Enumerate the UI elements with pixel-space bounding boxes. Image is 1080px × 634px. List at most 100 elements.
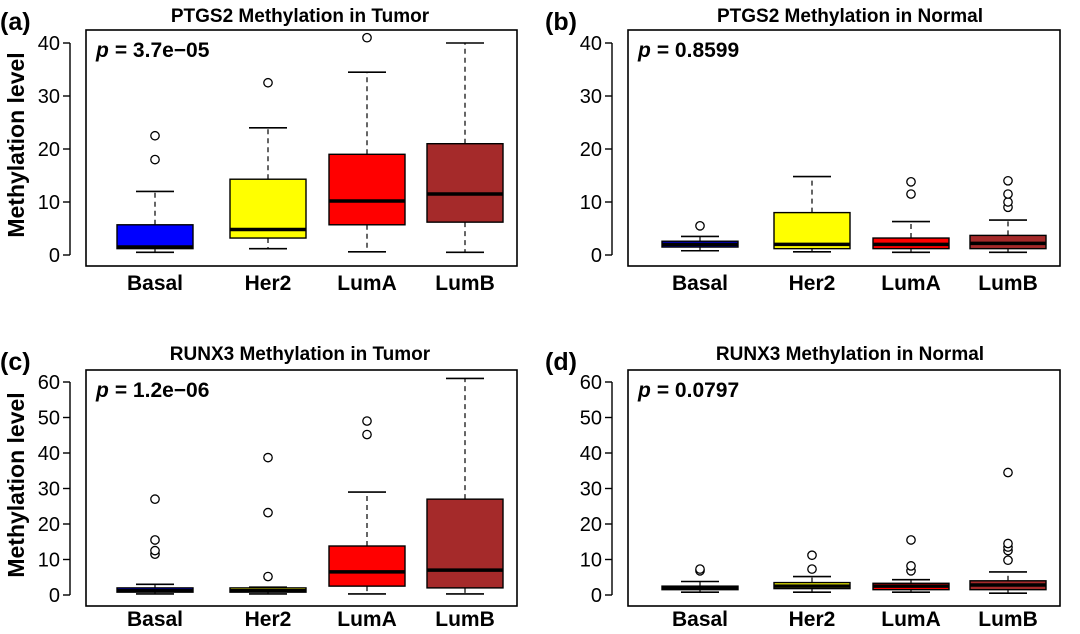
x-category-label: LumA	[881, 272, 941, 295]
x-category-label: Her2	[245, 608, 292, 631]
x-category-label: Her2	[789, 272, 836, 295]
plot-frame	[85, 29, 518, 267]
x-category-label: Basal	[127, 272, 183, 295]
outlier-point	[150, 154, 160, 165]
outlier-point	[1003, 197, 1013, 207]
outlier-point	[906, 189, 916, 199]
panel-label: (a)	[0, 8, 31, 36]
outlier-point	[695, 221, 705, 231]
outlier-point	[362, 416, 372, 426]
box-luma	[328, 416, 406, 595]
box-basal	[116, 494, 194, 595]
p-value: = 0.8599	[657, 39, 739, 62]
outlier-point	[263, 452, 273, 463]
box-her2	[229, 452, 307, 595]
chart-title: RUNX3 Methylation in Tumor	[170, 344, 431, 365]
outlier-point	[906, 535, 916, 545]
y-tick-label: 20	[38, 139, 60, 161]
panel-label: (d)	[545, 348, 577, 376]
x-category-label: Basal	[127, 608, 183, 631]
box-body	[328, 545, 406, 587]
y-tick-label: 30	[38, 479, 60, 501]
outlier-point	[263, 571, 273, 582]
y-tick-label: 60	[580, 372, 602, 394]
outlier-point	[1003, 555, 1013, 566]
y-tick-label: 40	[38, 33, 60, 55]
x-category-label: Basal	[672, 272, 728, 295]
x-category-label: LumA	[337, 272, 397, 295]
y-tick-label: 30	[38, 86, 60, 108]
box-body	[426, 498, 504, 589]
p-value-annotation: p = 1.2e−06	[95, 379, 209, 402]
x-category-label: LumB	[435, 608, 495, 631]
y-tick-label: 20	[38, 514, 60, 536]
y-tick-label: 20	[580, 139, 602, 161]
y-tick-label: 50	[38, 408, 60, 430]
panel-c: (c) RUNX3 Methylation in Tumor 0 10 20 30 40 50…	[0, 344, 518, 631]
plot-frame	[627, 29, 1061, 267]
p-symbol: p	[637, 379, 651, 402]
box-lumb	[969, 175, 1047, 254]
box-luma	[872, 177, 950, 254]
box-body	[116, 224, 194, 250]
box-her2	[773, 550, 851, 593]
y-tick-label: 30	[580, 479, 602, 501]
y-tick-label: 40	[38, 443, 60, 465]
y-tick-label: 0	[591, 245, 602, 267]
panel-a: (a) PTGS2 Methylation in Tumor 0 10 20 30 40 Me…	[0, 6, 518, 295]
panel-b: (b) PTGS2 Methylation in Normal 0 10 20 30 40 p…	[545, 6, 1061, 295]
outlier-point	[150, 535, 160, 545]
y-tick-label: 40	[580, 443, 602, 465]
y-axis-label: Methylation level	[3, 52, 29, 237]
outlier-point	[150, 545, 160, 556]
x-category-label: Her2	[245, 272, 292, 295]
chart-title: RUNX3 Methylation in Normal	[716, 344, 984, 365]
p-value: = 0.0797	[657, 379, 739, 402]
y-axis-label: Methylation level	[3, 392, 29, 577]
plot-frame	[627, 369, 1061, 607]
chart-title: PTGS2 Methylation in Tumor	[171, 6, 430, 27]
outlier-point	[695, 564, 705, 574]
outlier-point	[263, 77, 273, 88]
p-symbol: p	[95, 39, 109, 62]
x-category-label: Basal	[672, 608, 728, 631]
box-luma	[872, 535, 950, 593]
outlier-point	[1003, 189, 1013, 199]
p-value-annotation: p = 3.7e−05	[95, 39, 210, 62]
box-basal	[116, 130, 194, 254]
y-tick-label: 50	[580, 408, 602, 430]
box-basal	[661, 221, 739, 252]
x-category-label: LumB	[435, 272, 495, 295]
outlier-point	[906, 177, 916, 187]
p-value-annotation: p = 0.8599	[637, 39, 739, 62]
panel-d: (d) RUNX3 Methylation in Normal 0 10 20 30 40 5…	[545, 344, 1061, 631]
y-tick-label: 30	[580, 86, 602, 108]
panel-label: (c)	[0, 348, 31, 376]
x-category-label: LumB	[978, 608, 1038, 631]
p-symbol: p	[637, 39, 651, 62]
y-tick-label: 0	[591, 585, 602, 607]
y-tick-label: 20	[580, 514, 602, 536]
outlier-point	[150, 130, 160, 141]
box-her2	[773, 175, 851, 253]
box-luma	[328, 32, 406, 253]
box-body	[426, 142, 504, 223]
x-category-label: LumA	[337, 608, 397, 631]
y-tick-label: 0	[49, 585, 60, 607]
outlier-point	[906, 561, 916, 571]
y-tick-label: 10	[38, 550, 60, 572]
outlier-point	[1003, 175, 1013, 186]
outlier-point	[362, 429, 372, 440]
outlier-point	[807, 550, 817, 561]
x-category-label: Her2	[789, 608, 836, 631]
y-tick-label: 10	[580, 192, 602, 214]
p-value: = 3.7e−05	[115, 39, 210, 62]
box-body	[773, 211, 851, 250]
y-tick-label: 0	[49, 245, 60, 267]
box-lumb	[969, 467, 1047, 595]
box-lumb	[426, 42, 504, 254]
outlier-point	[150, 494, 160, 504]
y-tick-label: 10	[38, 192, 60, 214]
p-value-annotation: p = 0.0797	[637, 379, 739, 402]
